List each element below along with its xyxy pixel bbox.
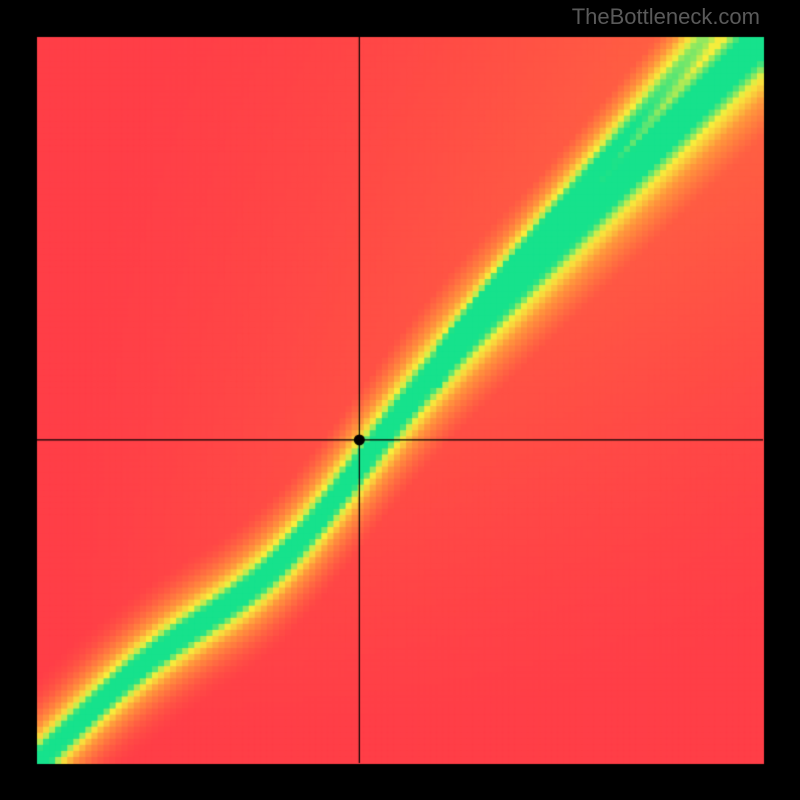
chart-container: TheBottleneck.com — [0, 0, 800, 800]
bottleneck-heatmap — [0, 0, 800, 800]
watermark-text: TheBottleneck.com — [572, 4, 760, 30]
